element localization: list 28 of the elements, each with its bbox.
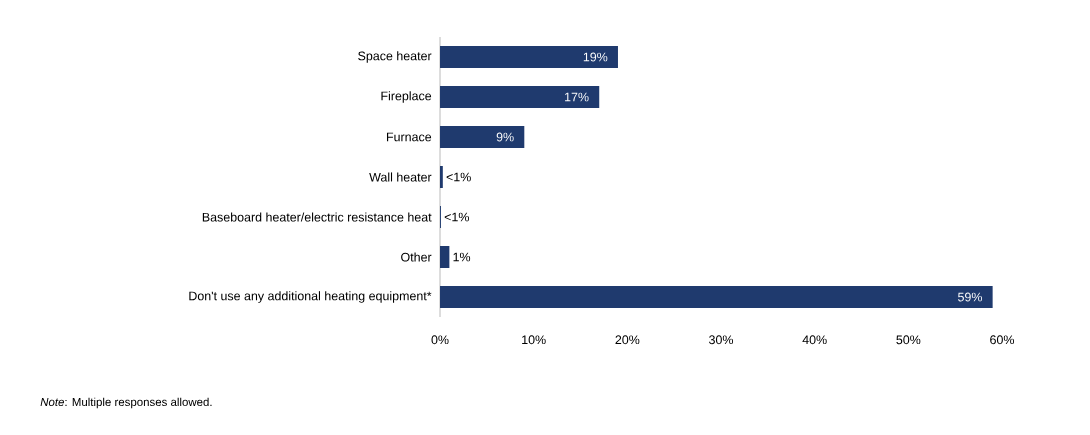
bar bbox=[440, 285, 993, 308]
x-tick-label: 30% bbox=[709, 335, 734, 345]
data-label: 1% bbox=[453, 252, 471, 262]
y-tick-label: Furnace bbox=[386, 132, 432, 142]
y-tick-label: Space heater bbox=[358, 51, 432, 63]
bar bbox=[440, 85, 600, 108]
data-label: <1% bbox=[446, 172, 471, 182]
x-tick-label: 0% bbox=[431, 335, 449, 345]
data-label: 19% bbox=[583, 52, 608, 62]
data-label: 9% bbox=[496, 132, 514, 142]
y-tick-label: Baseboard heater/electric resistance heat bbox=[202, 212, 432, 222]
x-tick-label: 20% bbox=[615, 335, 640, 345]
y-tick-label: Other bbox=[401, 252, 432, 262]
x-tick-label: 60% bbox=[990, 335, 1015, 345]
bar bbox=[440, 165, 443, 188]
text: Note: Multiple responses allowed. bbox=[40, 397, 212, 409]
bar bbox=[440, 245, 450, 268]
y-tick-label: Fireplace bbox=[381, 91, 432, 103]
data-label: 59% bbox=[958, 292, 982, 302]
bar bbox=[440, 46, 618, 68]
bar bbox=[440, 125, 525, 148]
x-tick-label: 40% bbox=[802, 335, 827, 345]
y-tick-label: Don't use any additional heating equipment* bbox=[189, 291, 432, 303]
data-label: 17% bbox=[565, 92, 589, 102]
y-tick-label: Wall heater bbox=[369, 172, 432, 182]
x-tick-label: 50% bbox=[896, 335, 921, 345]
data-label: <1% bbox=[444, 212, 469, 222]
x-tick-label: 10% bbox=[522, 335, 546, 345]
